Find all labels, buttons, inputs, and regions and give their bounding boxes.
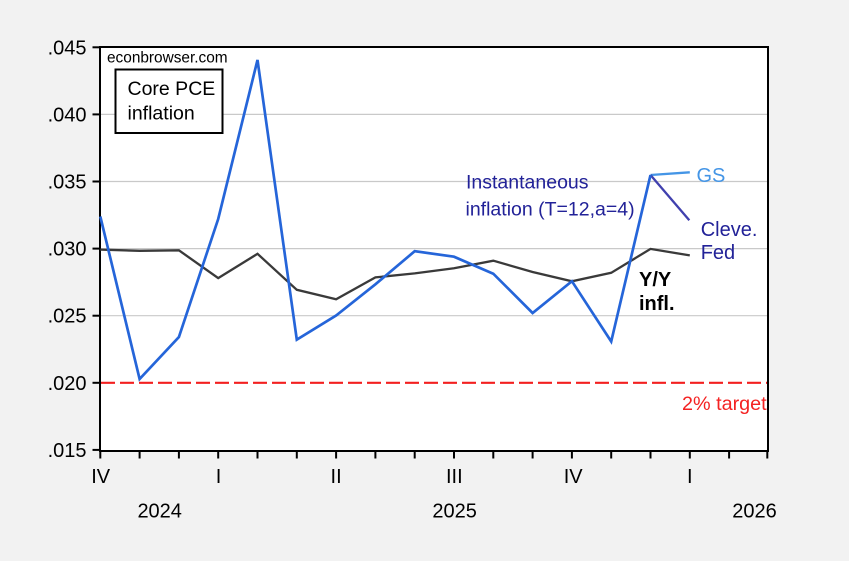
svg-text:econbrowser.com: econbrowser.com (107, 50, 228, 67)
svg-text:I: I (687, 466, 693, 488)
svg-text:.020: .020 (48, 373, 87, 395)
svg-text:Core PCE: Core PCE (128, 78, 216, 100)
svg-text:2025: 2025 (432, 501, 477, 523)
svg-text:2024: 2024 (137, 501, 182, 523)
svg-text:.045: .045 (48, 37, 87, 59)
svg-text:2026: 2026 (732, 501, 777, 523)
svg-text:infl.: infl. (639, 293, 675, 315)
svg-text:.025: .025 (48, 306, 87, 328)
svg-text:.030: .030 (48, 239, 87, 261)
svg-text:IV: IV (91, 466, 111, 488)
svg-text:Instantaneous: Instantaneous (466, 172, 589, 194)
svg-text:inflation: inflation (128, 103, 195, 125)
svg-text:2% target: 2% target (682, 393, 767, 415)
svg-text:inflation (T=12,a=4): inflation (T=12,a=4) (466, 199, 635, 221)
svg-text:Y/Y: Y/Y (639, 269, 672, 291)
svg-text:GS: GS (697, 165, 726, 187)
svg-text:.035: .035 (48, 172, 87, 194)
svg-text:Fed: Fed (701, 242, 735, 264)
svg-text:III: III (446, 466, 463, 488)
svg-text:IV: IV (564, 466, 584, 488)
svg-text:.040: .040 (48, 104, 87, 126)
svg-text:.015: .015 (48, 440, 87, 462)
svg-text:Cleve.: Cleve. (701, 219, 758, 241)
svg-text:II: II (331, 466, 342, 488)
svg-text:I: I (216, 466, 222, 488)
